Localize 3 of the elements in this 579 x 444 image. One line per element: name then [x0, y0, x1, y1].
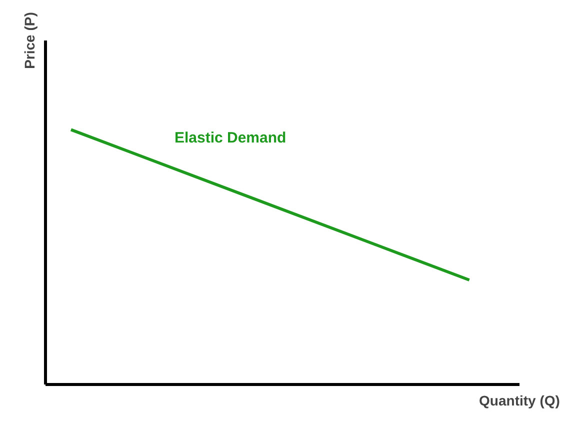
x-axis-title: Quantity (Q): [479, 392, 560, 408]
series-label: Elastic Demand: [174, 130, 286, 147]
y-axis-title: Price (P): [22, 12, 38, 69]
